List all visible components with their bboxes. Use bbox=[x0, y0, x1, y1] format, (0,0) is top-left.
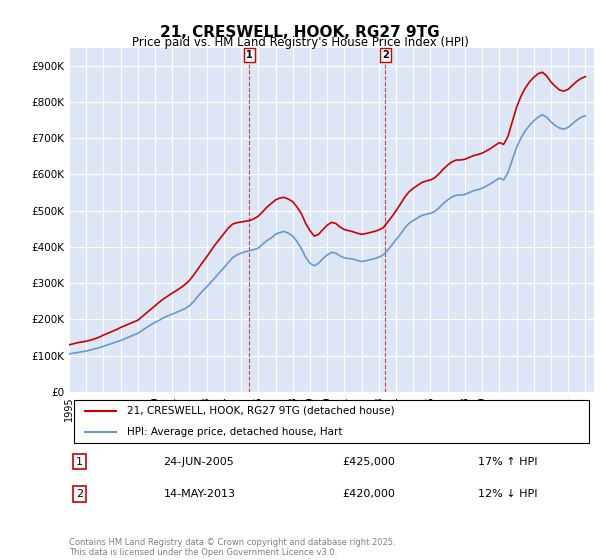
Text: 1: 1 bbox=[246, 50, 253, 60]
Text: HPI: Average price, detached house, Hart: HPI: Average price, detached house, Hart bbox=[127, 427, 342, 437]
Text: 2: 2 bbox=[76, 489, 83, 499]
FancyBboxPatch shape bbox=[74, 400, 589, 443]
Text: Contains HM Land Registry data © Crown copyright and database right 2025.
This d: Contains HM Land Registry data © Crown c… bbox=[69, 538, 395, 557]
Text: 1: 1 bbox=[76, 456, 83, 466]
Text: 12% ↓ HPI: 12% ↓ HPI bbox=[479, 489, 538, 499]
Text: £420,000: £420,000 bbox=[342, 489, 395, 499]
Text: 14-MAY-2013: 14-MAY-2013 bbox=[163, 489, 235, 499]
Text: 17% ↑ HPI: 17% ↑ HPI bbox=[479, 456, 538, 466]
Text: 21, CRESWELL, HOOK, RG27 9TG (detached house): 21, CRESWELL, HOOK, RG27 9TG (detached h… bbox=[127, 406, 394, 416]
Text: Price paid vs. HM Land Registry's House Price Index (HPI): Price paid vs. HM Land Registry's House … bbox=[131, 36, 469, 49]
Text: 2: 2 bbox=[382, 50, 389, 60]
Text: 21, CRESWELL, HOOK, RG27 9TG: 21, CRESWELL, HOOK, RG27 9TG bbox=[160, 25, 440, 40]
Text: 24-JUN-2005: 24-JUN-2005 bbox=[163, 456, 234, 466]
Text: £425,000: £425,000 bbox=[342, 456, 395, 466]
